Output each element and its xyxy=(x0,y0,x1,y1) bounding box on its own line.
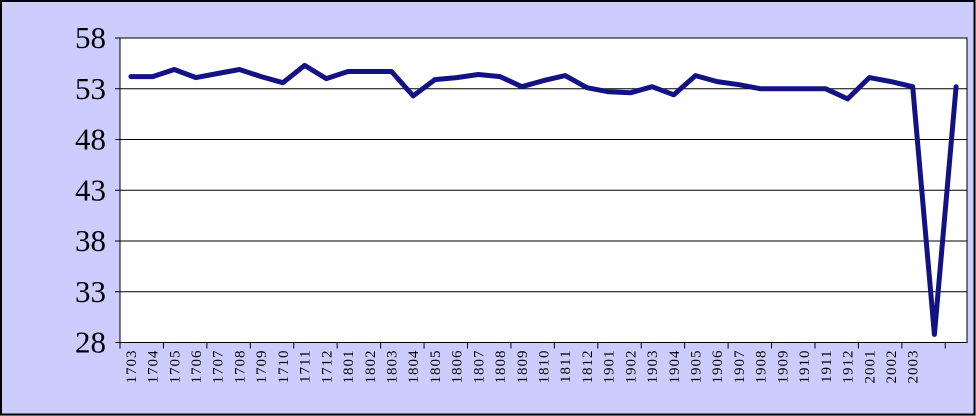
y-axis-label: 53 xyxy=(75,71,106,106)
x-axis-label: 1707 xyxy=(211,350,227,384)
x-axis-label: 1809 xyxy=(515,350,531,384)
x-axis-label: 1802 xyxy=(363,350,379,384)
x-axis-label: 1902 xyxy=(623,350,639,384)
x-axis-label: 1805 xyxy=(428,350,444,384)
y-axis-label: 38 xyxy=(75,223,106,258)
x-axis-label: 1808 xyxy=(493,350,509,384)
x-axis-label: 1708 xyxy=(232,350,248,384)
x-axis-label: 2001 xyxy=(862,350,878,384)
y-axis-label: 58 xyxy=(75,20,106,55)
x-axis-label: 1804 xyxy=(406,350,422,384)
x-axis-label: 1910 xyxy=(797,350,813,384)
y-axis-label: 48 xyxy=(75,122,106,157)
x-axis-label: 1907 xyxy=(732,350,748,384)
x-axis-label: 1901 xyxy=(602,350,618,384)
x-axis-label: 1806 xyxy=(450,350,466,384)
y-axis-label: 43 xyxy=(75,172,106,207)
x-axis-label: 1903 xyxy=(645,350,661,384)
x-axis-label: 1904 xyxy=(667,350,683,384)
x-axis-label: 1704 xyxy=(146,350,162,384)
x-axis-label: 1706 xyxy=(189,350,205,384)
x-axis-label: 1703 xyxy=(124,350,140,384)
x-axis-label: 1801 xyxy=(341,350,357,384)
x-axis-label: 1911 xyxy=(819,350,835,383)
x-axis-label: 1908 xyxy=(754,350,770,384)
y-axis-label: 28 xyxy=(75,325,106,360)
x-axis-label: 1909 xyxy=(775,350,791,384)
data-line xyxy=(128,62,959,337)
x-axis-label: 1803 xyxy=(385,350,401,384)
x-axis-label: 1711 xyxy=(298,350,314,383)
x-axis-label: 1709 xyxy=(254,350,270,384)
x-axis-label: 1906 xyxy=(710,350,726,384)
x-axis-label: 1912 xyxy=(841,350,857,384)
y-axis-label: 33 xyxy=(75,274,106,309)
x-axis-label: 1905 xyxy=(689,350,705,384)
x-axis-label: 2003 xyxy=(906,350,922,384)
x-axis-label: 1710 xyxy=(276,350,292,384)
x-axis-label: 1705 xyxy=(167,350,183,384)
x-axis-label: 2002 xyxy=(884,350,900,384)
x-axis-label: 1712 xyxy=(319,350,335,384)
x-axis-label: 1810 xyxy=(537,350,553,384)
x-axis-label: 1812 xyxy=(580,350,596,384)
x-axis-label: 1807 xyxy=(471,350,487,384)
x-axis-label: 1811 xyxy=(558,350,574,383)
